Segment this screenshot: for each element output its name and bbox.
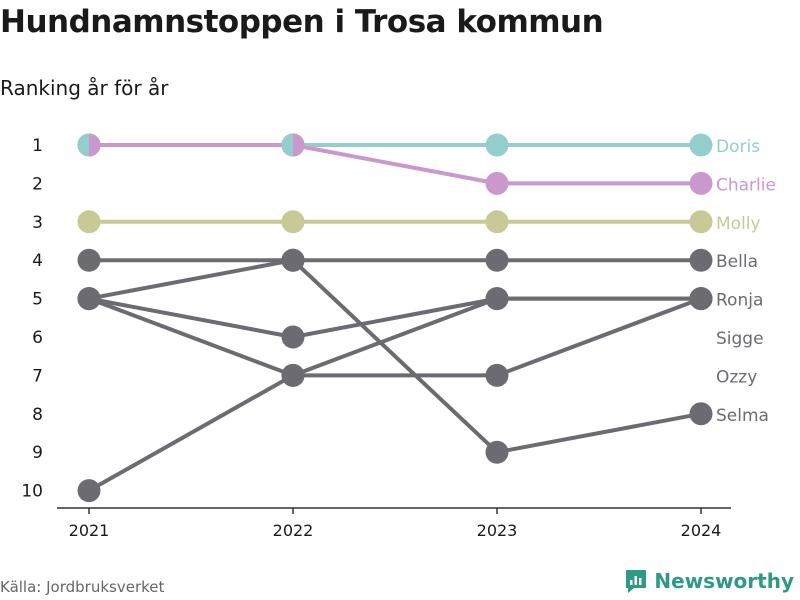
series-line-charlie <box>87 143 703 186</box>
end-label-bella: Bella <box>716 252 758 272</box>
point-charlie-overlap-2021 <box>89 133 101 157</box>
point-molly-2022 <box>281 210 305 234</box>
point-ozzy-2021 <box>77 479 101 503</box>
point-selma-2023 <box>485 440 509 464</box>
series-line-selma <box>87 258 703 455</box>
y-tick-label: 10 <box>21 482 43 502</box>
point-sigge-2022 <box>281 325 305 349</box>
series-lines <box>87 143 703 493</box>
end-label-selma: Selma <box>716 406 769 426</box>
y-tick-label: 4 <box>32 251 43 271</box>
point-charlie-2024 <box>689 171 713 195</box>
end-labels: Doris Charlie Molly Bella Ronja Sigge Ozzy Selm… <box>716 137 776 426</box>
x-tick-label: 2023 <box>477 521 518 540</box>
point-ozzy-2024 <box>689 287 713 311</box>
end-label-doris: Doris <box>716 137 760 157</box>
x-tick-label: 2021 <box>69 521 110 540</box>
point-molly-2021 <box>77 210 101 234</box>
y-tick-label: 9 <box>32 443 43 463</box>
x-tick-label: 2024 <box>681 521 722 540</box>
x-axis: 2021 2022 2023 2024 <box>57 507 731 540</box>
end-label-ozzy: Ozzy <box>716 367 757 387</box>
point-bella-2024 <box>689 248 713 272</box>
point-molly-2024 <box>689 210 713 234</box>
series-points <box>77 133 713 503</box>
y-tick-label: 7 <box>32 366 43 386</box>
point-charlie-overlap-2022 <box>293 133 305 157</box>
point-doris-2024 <box>689 133 713 157</box>
point-selma-2021 <box>77 287 101 311</box>
point-ozzy-2022 <box>281 363 305 387</box>
brand-logo: Newsworthy <box>624 568 794 594</box>
brand-name: Newsworthy <box>654 569 794 593</box>
point-molly-2023 <box>485 210 509 234</box>
chart-subtitle: Ranking år för år <box>0 76 169 100</box>
y-tick-label: 6 <box>32 328 43 348</box>
point-doris-2023 <box>485 133 509 157</box>
point-selma-2022 <box>281 248 305 272</box>
y-tick-label: 1 <box>32 136 43 156</box>
point-charlie-2023 <box>485 171 509 195</box>
bar-chart-logo-icon <box>624 568 648 594</box>
end-label-ronja: Ronja <box>716 291 763 311</box>
point-bella-2021 <box>77 248 101 272</box>
x-tick-label: 2022 <box>273 521 314 540</box>
series-line-ronja <box>87 296 703 378</box>
point-selma-2024 <box>689 402 713 426</box>
end-label-molly: Molly <box>716 214 761 234</box>
y-axis-ticks: 1 2 3 4 5 6 7 8 9 10 <box>21 136 43 502</box>
point-bella-2023 <box>485 248 509 272</box>
y-tick-label: 5 <box>32 290 43 310</box>
end-label-sigge: Sigge <box>716 329 764 349</box>
y-tick-label: 2 <box>32 174 43 194</box>
source-note: Källa: Jordbruksverket <box>0 578 165 596</box>
y-tick-label: 3 <box>32 213 43 233</box>
series-line-ozzy <box>87 296 703 493</box>
chart-title: Hundnamnstoppen i Trosa kommun <box>0 4 604 40</box>
end-label-charlie: Charlie <box>716 175 776 195</box>
point-ronja-2023 <box>485 363 509 387</box>
y-tick-label: 8 <box>32 405 43 425</box>
point-ozzy-2023 <box>485 287 509 311</box>
